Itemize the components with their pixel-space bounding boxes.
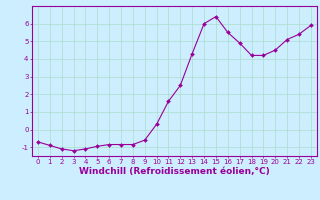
X-axis label: Windchill (Refroidissement éolien,°C): Windchill (Refroidissement éolien,°C) [79, 167, 270, 176]
